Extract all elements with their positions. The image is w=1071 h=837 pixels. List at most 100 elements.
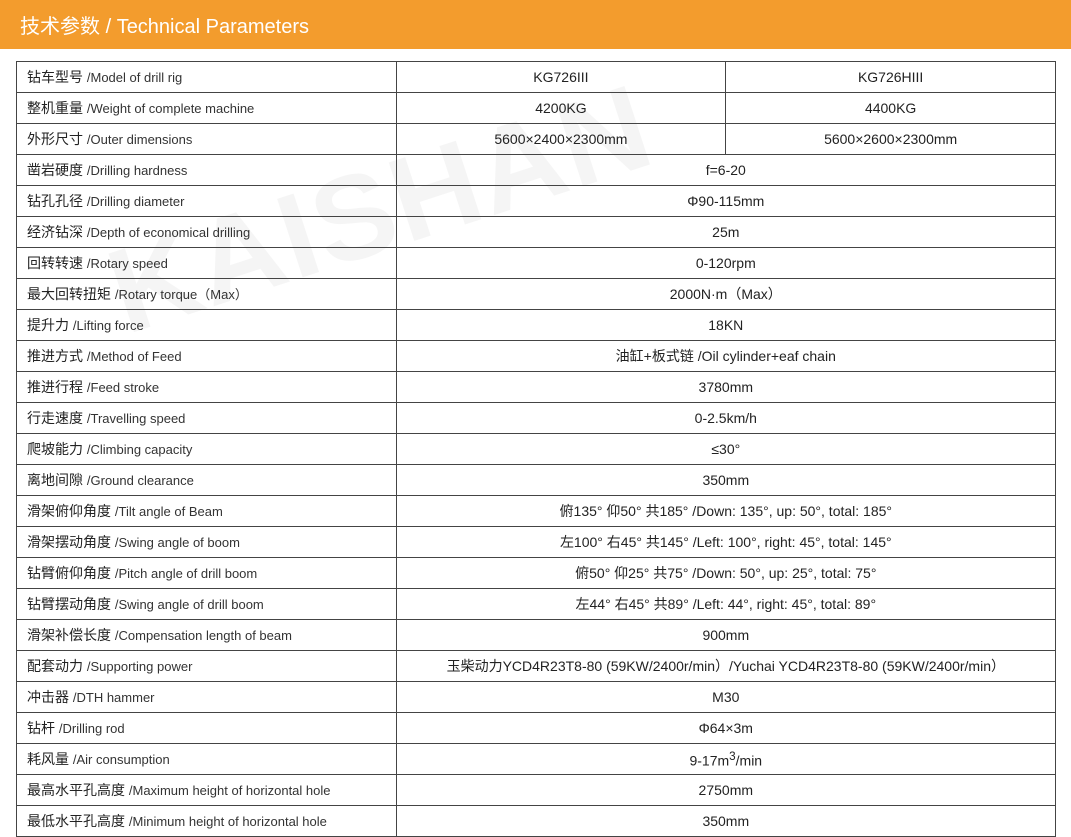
- header-title-cn: 技术参数: [20, 16, 100, 38]
- param-label-cn: 外形尺寸: [27, 131, 87, 147]
- param-label-en: /Weight of complete machine: [87, 101, 254, 116]
- param-label: 推进行程 /Feed stroke: [17, 372, 397, 403]
- param-label: 最大回转扭矩 /Rotary torque（Max）: [17, 279, 397, 310]
- param-label-cn: 配套动力: [27, 658, 87, 674]
- param-value: ≤30°: [396, 434, 1055, 465]
- param-label-cn: 冲击器: [27, 689, 73, 705]
- param-label: 凿岩硬度 /Drilling hardness: [17, 155, 397, 186]
- param-value: 9-17m3/min: [396, 744, 1055, 775]
- param-label-cn: 钻车型号: [27, 69, 87, 85]
- param-label-en: /Supporting power: [87, 659, 193, 674]
- param-label-en: /Depth of economical drilling: [87, 225, 250, 240]
- param-value: 350mm: [396, 465, 1055, 496]
- param-label-cn: 最低水平孔高度: [27, 813, 129, 829]
- param-label-en: /Feed stroke: [87, 380, 159, 395]
- param-value-col3: KG726HIII: [726, 62, 1056, 93]
- param-label-en: /Lifting force: [73, 318, 144, 333]
- param-label-cn: 推进方式: [27, 348, 87, 364]
- param-label-cn: 滑架摆动角度: [27, 534, 115, 550]
- header-title-en: Technical Parameters: [117, 16, 309, 38]
- param-label-cn: 整机重量: [27, 100, 87, 116]
- table-row: 滑架摆动角度 /Swing angle of boom左100° 右45° 共1…: [17, 527, 1056, 558]
- table-row: 钻孔孔径 /Drilling diameterΦ90-115mm: [17, 186, 1056, 217]
- param-label: 耗风量 /Air consumption: [17, 744, 397, 775]
- table-row: 钻杆 /Drilling rodΦ64×3m: [17, 713, 1056, 744]
- param-label-en: /Outer dimensions: [87, 132, 193, 147]
- section-header: 技术参数 / Technical Parameters: [0, 0, 1071, 49]
- param-label: 回转转速 /Rotary speed: [17, 248, 397, 279]
- param-label-en: /Ground clearance: [87, 473, 194, 488]
- table-row: 提升力 /Lifting force18KN: [17, 310, 1056, 341]
- param-label-cn: 推进行程: [27, 379, 87, 395]
- table-row: 冲击器 /DTH hammerM30: [17, 682, 1056, 713]
- param-value: Φ90-115mm: [396, 186, 1055, 217]
- param-value: 2000N·m（Max）: [396, 279, 1055, 310]
- param-label: 经济钻深 /Depth of economical drilling: [17, 217, 397, 248]
- param-value-col3: 5600×2600×2300mm: [726, 124, 1056, 155]
- table-row: 钻车型号 /Model of drill rigKG726IIIKG726HII…: [17, 62, 1056, 93]
- table-row: 外形尺寸 /Outer dimensions 5600×2400×2300mm56…: [17, 124, 1056, 155]
- table-row: 最大回转扭矩 /Rotary torque（Max）2000N·m（Max）: [17, 279, 1056, 310]
- param-value: 3780mm: [396, 372, 1055, 403]
- table-row: 最低水平孔高度 /Minimum height of horizontal ho…: [17, 806, 1056, 837]
- table-row: 耗风量 /Air consumption9-17m3/min: [17, 744, 1056, 775]
- param-label-en: /Maximum height of horizontal hole: [129, 783, 331, 798]
- param-label-cn: 最大回转扭矩: [27, 286, 115, 302]
- table-row: 配套动力 /Supporting power玉柴动力YCD4R23T8-80 (…: [17, 651, 1056, 682]
- param-label-en: /Tilt angle of Beam: [115, 504, 223, 519]
- param-label-en: /Pitch angle of drill boom: [115, 566, 257, 581]
- param-label-en: /Rotary speed: [87, 256, 168, 271]
- table-row: 钻臂俯仰角度 /Pitch angle of drill boom俯50° 仰2…: [17, 558, 1056, 589]
- param-label-en: /Air consumption: [73, 752, 170, 767]
- param-label: 钻孔孔径 /Drilling diameter: [17, 186, 397, 217]
- param-label-en: /Drilling rod: [59, 721, 125, 736]
- param-label-cn: 行走速度: [27, 410, 87, 426]
- param-label-cn: 离地间隙: [27, 472, 87, 488]
- param-label: 钻臂俯仰角度 /Pitch angle of drill boom: [17, 558, 397, 589]
- table-row: 推进方式 /Method of Feed油缸+板式链 /Oil cylinder…: [17, 341, 1056, 372]
- param-label-cn: 爬坡能力: [27, 441, 87, 457]
- param-value: 350mm: [396, 806, 1055, 837]
- table-row: 滑架补偿长度 /Compensation length of beam900mm: [17, 620, 1056, 651]
- param-label-en: /Minimum height of horizontal hole: [129, 814, 327, 829]
- param-label-cn: 回转转速: [27, 255, 87, 271]
- param-label-en: /Compensation length of beam: [115, 628, 292, 643]
- param-value: 玉柴动力YCD4R23T8-80 (59KW/2400r/min）/Yuchai…: [396, 651, 1055, 682]
- parameters-table: 钻车型号 /Model of drill rigKG726IIIKG726HII…: [16, 61, 1056, 837]
- param-label-en: /Model of drill rig: [87, 70, 182, 85]
- table-row: 回转转速 /Rotary speed0-120rpm: [17, 248, 1056, 279]
- param-label-en: /Method of Feed: [87, 349, 182, 364]
- table-row: 推进行程 /Feed stroke3780mm: [17, 372, 1056, 403]
- param-value: 俯135° 仰50° 共185° /Down: 135°, up: 50°, t…: [396, 496, 1055, 527]
- param-value: 油缸+板式链 /Oil cylinder+eaf chain: [396, 341, 1055, 372]
- param-value: 0-120rpm: [396, 248, 1055, 279]
- param-label: 冲击器 /DTH hammer: [17, 682, 397, 713]
- table-row: 凿岩硬度 /Drilling hardnessf=6-20: [17, 155, 1056, 186]
- table-row: 整机重量 /Weight of complete machine4200KG44…: [17, 93, 1056, 124]
- param-label: 推进方式 /Method of Feed: [17, 341, 397, 372]
- param-label: 配套动力 /Supporting power: [17, 651, 397, 682]
- param-label: 钻臂摆动角度 /Swing angle of drill boom: [17, 589, 397, 620]
- param-label-cn: 钻孔孔径: [27, 193, 87, 209]
- param-label-en: /Climbing capacity: [87, 442, 193, 457]
- param-label-en: /Travelling speed: [87, 411, 186, 426]
- param-label-cn: 钻臂摆动角度: [27, 596, 115, 612]
- param-label-cn: 凿岩硬度: [27, 162, 87, 178]
- param-label: 钻杆 /Drilling rod: [17, 713, 397, 744]
- param-label: 滑架俯仰角度 /Tilt angle of Beam: [17, 496, 397, 527]
- param-value: 18KN: [396, 310, 1055, 341]
- param-label: 最低水平孔高度 /Minimum height of horizontal ho…: [17, 806, 397, 837]
- param-value-col2: 5600×2400×2300mm: [396, 124, 726, 155]
- param-label: 最高水平孔高度 /Maximum height of horizontal ho…: [17, 775, 397, 806]
- param-label: 滑架补偿长度 /Compensation length of beam: [17, 620, 397, 651]
- param-label: 爬坡能力 /Climbing capacity: [17, 434, 397, 465]
- param-value: 左100° 右45° 共145° /Left: 100°, right: 45°…: [396, 527, 1055, 558]
- param-value: 左44° 右45° 共89° /Left: 44°, right: 45°, t…: [396, 589, 1055, 620]
- param-label-en: /Drilling diameter: [87, 194, 185, 209]
- param-value: 0-2.5km/h: [396, 403, 1055, 434]
- param-label: 钻车型号 /Model of drill rig: [17, 62, 397, 93]
- param-value: 2750mm: [396, 775, 1055, 806]
- param-label-cn: 钻杆: [27, 720, 59, 736]
- table-row: 离地间隙 /Ground clearance 350mm: [17, 465, 1056, 496]
- param-value: f=6-20: [396, 155, 1055, 186]
